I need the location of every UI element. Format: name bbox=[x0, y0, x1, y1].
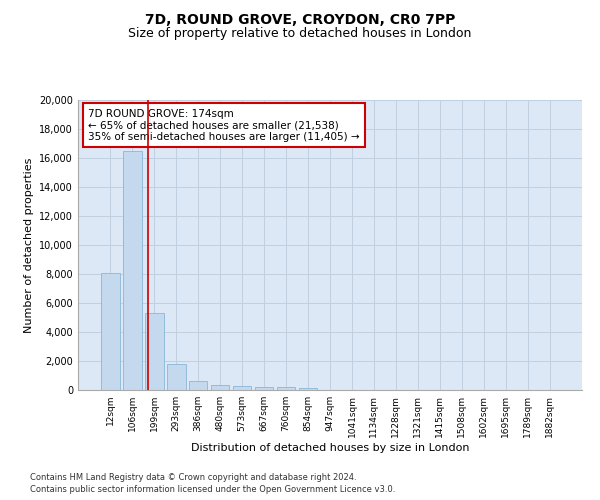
Text: 7D ROUND GROVE: 174sqm
← 65% of detached houses are smaller (21,538)
35% of semi: 7D ROUND GROVE: 174sqm ← 65% of detached… bbox=[88, 108, 360, 142]
Bar bbox=[277, 388, 295, 390]
Bar bbox=[123, 151, 142, 390]
Bar bbox=[233, 386, 251, 390]
Bar bbox=[299, 388, 317, 390]
X-axis label: Distribution of detached houses by size in London: Distribution of detached houses by size … bbox=[191, 442, 469, 452]
Text: Contains HM Land Registry data © Crown copyright and database right 2024.: Contains HM Land Registry data © Crown c… bbox=[30, 472, 356, 482]
Text: Size of property relative to detached houses in London: Size of property relative to detached ho… bbox=[128, 28, 472, 40]
Bar bbox=[189, 380, 208, 390]
Text: Contains public sector information licensed under the Open Government Licence v3: Contains public sector information licen… bbox=[30, 485, 395, 494]
Bar bbox=[101, 272, 119, 390]
Bar bbox=[145, 313, 164, 390]
Text: 7D, ROUND GROVE, CROYDON, CR0 7PP: 7D, ROUND GROVE, CROYDON, CR0 7PP bbox=[145, 12, 455, 26]
Y-axis label: Number of detached properties: Number of detached properties bbox=[24, 158, 34, 332]
Bar bbox=[211, 385, 229, 390]
Bar bbox=[167, 364, 185, 390]
Bar bbox=[255, 387, 274, 390]
